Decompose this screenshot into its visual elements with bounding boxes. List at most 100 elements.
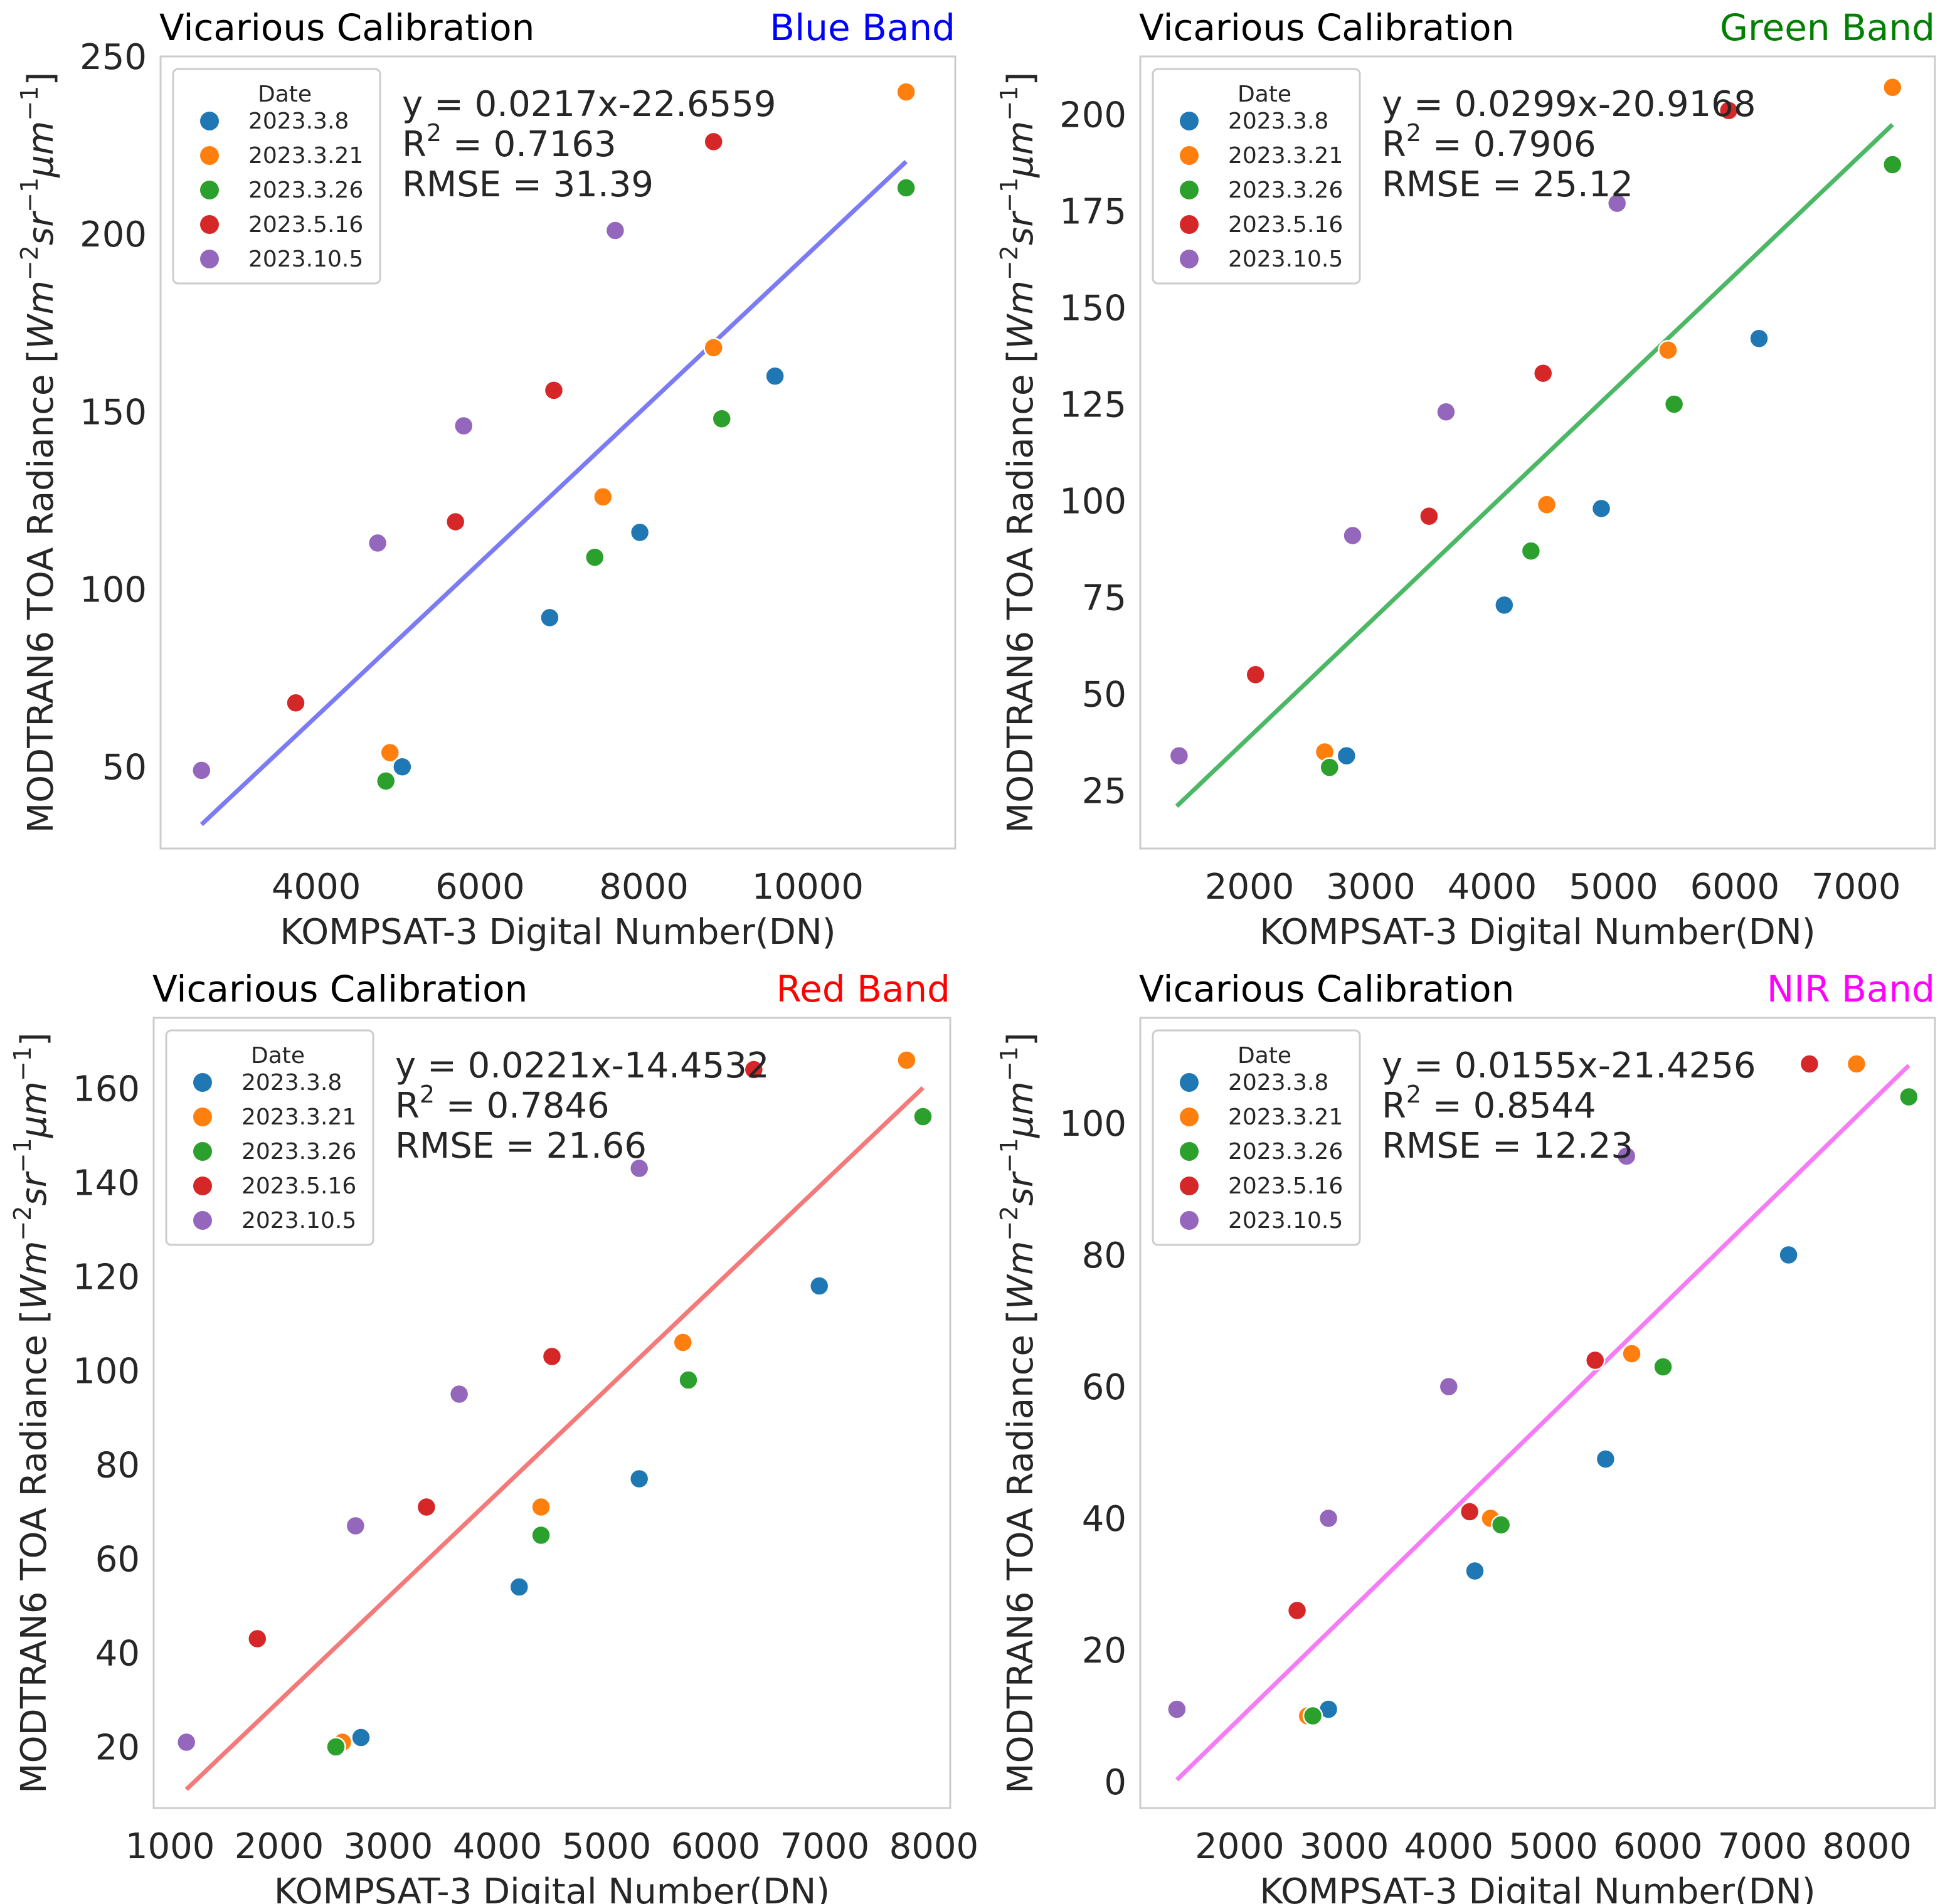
data-point (1882, 154, 1903, 175)
data-point (453, 415, 474, 436)
fit-equation: y = 0.0221x-14.4532 (395, 1045, 770, 1086)
chart-title: Vicarious Calibration (152, 968, 527, 1010)
data-point (1749, 328, 1769, 349)
legend-entry: 2023.3.8 (1228, 1070, 1328, 1096)
y-axis-label-text: MODTRAN6 TOA Radiance [ (1000, 1310, 1041, 1794)
r-squared-value: = 0.7906 (1421, 124, 1596, 165)
data-point (326, 1737, 346, 1757)
data-point (1584, 1350, 1606, 1371)
data-point (1846, 1054, 1867, 1074)
r-squared: R2 = 0.8544 (1382, 1081, 1596, 1126)
data-point (1718, 100, 1739, 121)
r-squared: R2 = 0.7846 (395, 1081, 610, 1126)
legend-marker (1180, 1108, 1199, 1126)
data-point (1167, 1699, 1187, 1720)
data-point (629, 522, 650, 543)
y-tick-label: 25 (1082, 771, 1126, 812)
x-tick-label: 4000 (1404, 1826, 1494, 1867)
y-tick-label: 100 (80, 570, 147, 611)
rmse: RMSE = 12.23 (1382, 1126, 1633, 1166)
y-axis-label-exp: −1 (9, 1046, 36, 1081)
x-tick-label: 7000 (1718, 1826, 1808, 1867)
y-axis-label-exp: −2 (995, 245, 1023, 280)
data-point (379, 742, 400, 763)
y-axis-label-text: ] (1000, 1032, 1041, 1046)
legend-entry: 2023.3.26 (1228, 1139, 1343, 1165)
legend-entry: 2023.3.26 (241, 1139, 356, 1165)
data-point (711, 408, 732, 429)
r-squared-exp: 2 (420, 1081, 435, 1108)
x-tick-label: 3000 (1300, 1826, 1389, 1867)
legend-entry: 2023.5.16 (241, 1173, 356, 1199)
y-tick-label: 200 (80, 214, 147, 255)
data-point (1169, 745, 1190, 766)
chart-panel-3: Vicarious Calibration Red Band 1000 2000 300… (9, 968, 978, 1904)
data-point (896, 177, 916, 198)
y-axis-label: MODTRAN6 TOA Radiance [Wm−2sr−1μm−1] (9, 1032, 55, 1793)
data-point (605, 220, 626, 241)
legend-frame (1152, 1029, 1361, 1246)
y-axis-label-exp: −1 (16, 86, 43, 121)
regression-line (1175, 123, 1894, 808)
y-tick-label: 100 (1059, 1104, 1126, 1145)
legend-marker (200, 146, 219, 165)
y-axis-label-exp: −1 (995, 177, 1023, 213)
data-point (703, 131, 724, 152)
x-tick-label: 8000 (1822, 1826, 1912, 1867)
y-axis-label-unit: sr (1000, 211, 1041, 245)
band-label: NIR Band (1767, 968, 1935, 1010)
r-squared-label: R (395, 1086, 420, 1126)
data-point (593, 487, 613, 507)
data-point (1778, 1244, 1799, 1266)
data-point (539, 607, 560, 628)
regression-line (1175, 1064, 1911, 1782)
r-squared-label: R (402, 124, 427, 165)
legend-marker (1180, 1142, 1199, 1161)
legend-entry: 2023.3.21 (248, 143, 363, 169)
y-axis-label-exp: −2 (9, 1206, 36, 1241)
data-point (896, 82, 916, 102)
chart-panel-1: Vicarious Calibration Blue Band 4000 6000 80… (16, 6, 957, 953)
x-tick-label: 7000 (1811, 867, 1901, 907)
fit-equation: y = 0.0155x-21.4256 (1382, 1045, 1756, 1086)
data-point (1419, 505, 1439, 527)
legend-marker (200, 215, 219, 234)
r-squared-exp: 2 (1406, 119, 1421, 147)
data-point (191, 760, 212, 781)
data-point (743, 1059, 765, 1080)
y-tick-label: 40 (95, 1634, 140, 1674)
data-point (345, 1515, 366, 1536)
data-point (392, 756, 413, 777)
y-axis-label-unit: Wm (1000, 1241, 1041, 1310)
data-point (1532, 362, 1554, 384)
y-axis-label-unit: μm (14, 1081, 55, 1138)
data-point (585, 547, 605, 568)
fit-equation: y = 0.0299x-20.9168 (1382, 84, 1756, 125)
data-point (896, 1050, 917, 1071)
rmse: RMSE = 21.66 (395, 1126, 647, 1166)
x-tick-label: 1000 (125, 1826, 215, 1867)
y-tick-label: 80 (95, 1446, 140, 1486)
y-tick-label: 150 (1059, 288, 1126, 329)
data-point (448, 1383, 470, 1405)
y-axis-label-unit: Wm (21, 280, 61, 349)
data-point (1336, 745, 1357, 766)
x-tick-label: 3000 (1326, 867, 1416, 907)
y-axis-label-text: ] (14, 1032, 55, 1046)
legend-marker (200, 250, 219, 268)
legend-entry: 2023.3.8 (248, 108, 349, 134)
data-point (531, 1525, 551, 1546)
legend-marker (200, 112, 219, 130)
band-label: Blue Band (770, 6, 955, 49)
fit-equation: y = 0.0217x-22.6559 (402, 84, 776, 125)
legend-marker (200, 181, 219, 199)
y-axis-label-unit: Wm (14, 1241, 55, 1310)
y-axis-label-text: ] (21, 72, 61, 86)
r-squared: R2 = 0.7906 (1382, 119, 1596, 165)
legend-title: Date (1237, 82, 1291, 107)
data-point (1799, 1054, 1820, 1074)
data-point (703, 337, 724, 358)
